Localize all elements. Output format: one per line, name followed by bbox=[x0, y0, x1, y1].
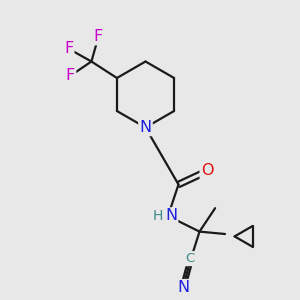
Text: C: C bbox=[185, 252, 194, 265]
Text: H: H bbox=[153, 209, 163, 223]
Text: N: N bbox=[178, 280, 190, 295]
Text: F: F bbox=[66, 68, 75, 83]
Text: N: N bbox=[140, 120, 152, 135]
Text: F: F bbox=[93, 29, 103, 44]
Text: O: O bbox=[201, 163, 213, 178]
Text: N: N bbox=[165, 208, 177, 224]
Text: F: F bbox=[64, 41, 73, 56]
